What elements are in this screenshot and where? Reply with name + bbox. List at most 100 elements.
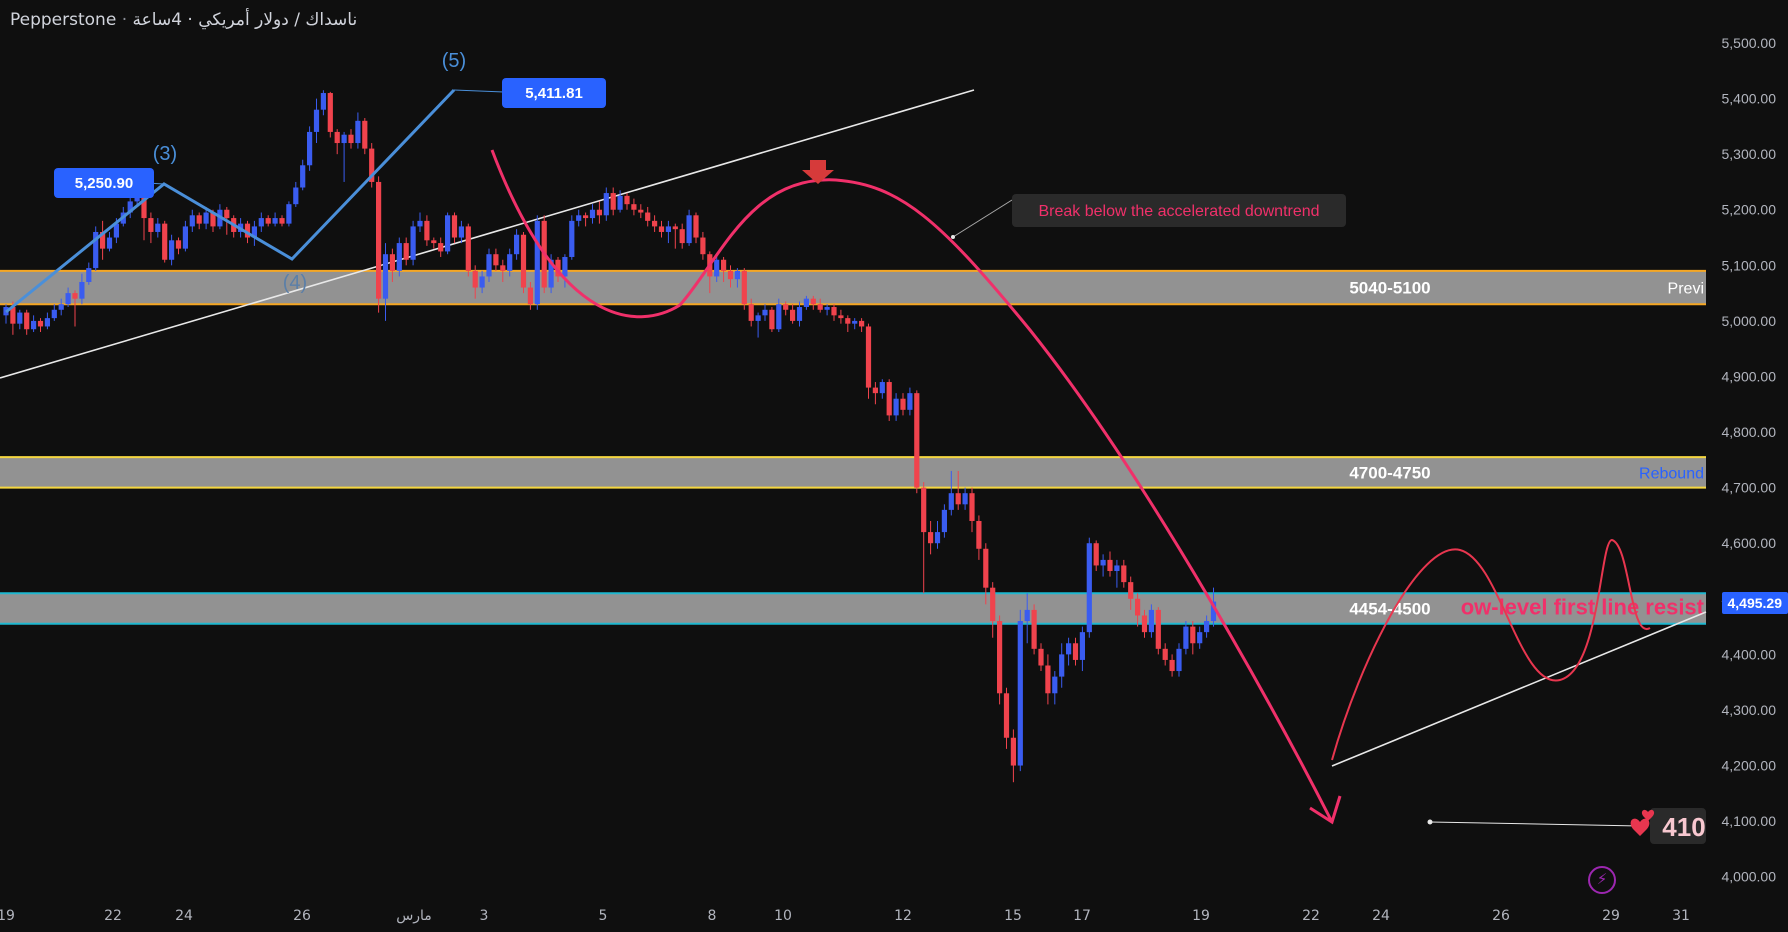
candle-body [796, 307, 803, 321]
candle [72, 290, 78, 327]
candle-body [1169, 659, 1175, 672]
target-line-anchor [1427, 819, 1433, 825]
candle [106, 231, 113, 252]
candle [941, 504, 947, 538]
candle-body [106, 237, 113, 249]
candle-body [907, 393, 913, 410]
broker-name: Pepperstone [10, 10, 117, 30]
candle-body [838, 315, 844, 319]
candle-body [113, 223, 119, 238]
lightning-icon[interactable]: ⚡ [1588, 866, 1616, 894]
candle-body [431, 240, 437, 244]
rebound-zone-4700-4750 [0, 457, 1706, 488]
trend-lines [0, 89, 1707, 827]
candle [700, 231, 706, 260]
candle [1197, 626, 1203, 649]
candle-body [341, 134, 347, 144]
candle-body [693, 215, 699, 238]
candle [155, 218, 161, 238]
downtrend-arrowhead [1309, 795, 1342, 825]
candle [1010, 729, 1016, 783]
wave-price-tag-text-3: 5,250.90 [75, 175, 133, 192]
price-tick-label: 5,400.00 [1722, 91, 1777, 107]
candle-body [1121, 565, 1127, 583]
candle [251, 220, 257, 246]
candle [355, 112, 361, 149]
candle [1190, 621, 1196, 655]
wave-price-tag-5 [502, 78, 606, 108]
candle [1024, 593, 1030, 644]
candle-body [776, 304, 782, 330]
candle [362, 118, 368, 155]
candle-body [610, 193, 616, 210]
heart-icon-small [1641, 809, 1655, 821]
projection-wave-curve [1331, 538, 1651, 761]
candle [472, 265, 478, 299]
annotations: (3) (4) (5) 5,250.90 5,411.81 Break below the… [5, 50, 1706, 844]
candle [865, 323, 872, 399]
candle [520, 231, 527, 294]
candle-body [79, 281, 85, 299]
candle [203, 206, 209, 230]
candle-body [727, 270, 734, 280]
price-axis[interactable]: 5,500.00 5,400.00 5,300.00 5,200.00 5,100.00… [1722, 35, 1777, 885]
candle [589, 204, 596, 224]
candle-body [127, 201, 133, 213]
candle [1141, 609, 1148, 638]
candle-body [1093, 543, 1099, 566]
candle [320, 90, 326, 116]
candle [37, 318, 44, 333]
candle [1093, 540, 1099, 572]
candle [672, 223, 678, 249]
candle-body [72, 293, 78, 299]
candle [838, 309, 844, 324]
candle-body [203, 212, 209, 224]
candle-body [334, 131, 340, 144]
candle-body [175, 240, 182, 249]
candle [148, 212, 154, 244]
candle-body [369, 148, 375, 182]
time-tick-label: 26 [293, 908, 311, 924]
candle [631, 198, 637, 216]
price-tick-label: 5,300.00 [1722, 146, 1777, 162]
candle [852, 318, 858, 330]
candle [1003, 687, 1010, 749]
candle-body [859, 320, 865, 327]
candle-body [1162, 648, 1168, 660]
candle-body [327, 93, 333, 132]
candle [279, 215, 285, 227]
candle [1017, 609, 1023, 772]
candle-body [65, 293, 71, 305]
time-tick-label: 24 [1372, 908, 1390, 924]
candle [431, 237, 437, 249]
ascending-trend-line [0, 89, 975, 379]
candle [921, 482, 927, 594]
candle [162, 220, 168, 263]
candle-body [486, 254, 492, 277]
candle [327, 91, 333, 138]
candle-body [500, 265, 506, 271]
candle-body [900, 398, 906, 410]
time-tick-label: 22 [104, 908, 122, 924]
candle-body [265, 218, 271, 224]
candle [500, 259, 506, 282]
candle [1100, 554, 1106, 577]
candle-body [721, 259, 727, 271]
candle-body [755, 315, 761, 321]
candle-body [1141, 615, 1148, 633]
candle [859, 318, 865, 333]
candle [596, 201, 602, 224]
support-zone-4454-4500-label: 4454-4500 [1349, 600, 1430, 619]
candle-body [44, 318, 50, 327]
candle-body [665, 226, 671, 232]
price-tick-label: 5,200.00 [1722, 202, 1777, 218]
candle-body [576, 215, 582, 221]
candle [934, 520, 941, 549]
time-axis[interactable]: 19 22 24 26 مارس 3 5 8 10 12 15 17 19 22 24 26 29 31 [0, 908, 1690, 924]
time-tick-label: مارس [396, 908, 432, 924]
candle [727, 265, 734, 288]
candle-body [272, 218, 278, 224]
candle [300, 159, 306, 191]
candle-body [10, 307, 16, 324]
